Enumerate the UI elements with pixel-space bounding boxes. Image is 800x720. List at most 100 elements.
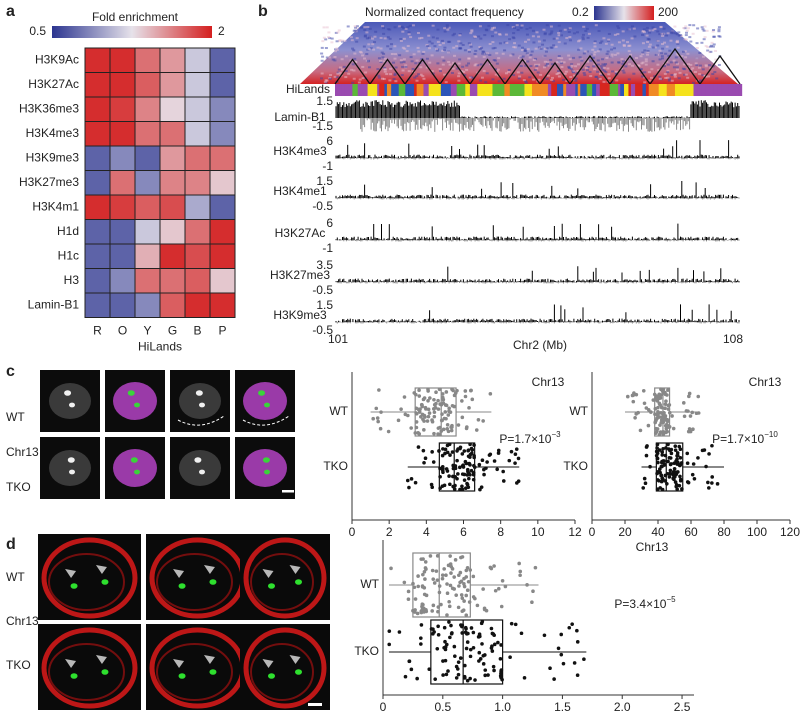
point [465,588,470,593]
x-tick-label: 8 [497,525,504,539]
hic-noise [614,70,618,73]
point [673,448,678,452]
hic-noise [712,43,716,46]
point [413,431,418,435]
point [440,412,444,416]
hic-noise [331,58,335,61]
hic-noise [586,65,590,68]
hic-noise [646,49,650,52]
hic-noise [563,28,567,31]
point [416,584,421,589]
hic-noise [479,37,483,40]
hic-noise [621,63,625,66]
point [434,390,438,395]
scale-bar [308,703,322,706]
hic-noise [532,78,536,81]
hic-noise [643,71,647,74]
point [715,482,720,486]
hic-noise [344,76,348,79]
hic-noise [545,24,549,27]
track-max: 6 [326,134,333,148]
hilands-segment [556,84,564,96]
hic-noise [334,50,338,53]
hic-noise [458,58,462,61]
point [631,393,636,398]
heatmap-cell [159,47,186,73]
hic-noise [476,64,480,67]
hic-noise [322,26,326,29]
point [399,407,403,411]
hic-noise [381,27,385,30]
point [422,610,426,614]
hic-noise [488,53,492,56]
point [430,568,435,573]
point [664,399,668,403]
point [659,479,664,484]
spot [69,402,75,408]
hilands-segment [460,84,463,96]
hic-noise [570,63,574,66]
hic-noise [515,24,519,27]
row-label: TKO [6,480,31,494]
point [456,605,461,610]
heatmap-cell [184,121,211,147]
hic-noise [569,66,573,69]
point [685,451,690,456]
hic-noise [383,66,387,69]
hic-noise [525,33,529,36]
hic-noise [568,27,572,30]
hic-noise [661,35,665,38]
hic-noise [605,56,609,59]
hic-noise [688,36,692,39]
point [454,593,459,597]
hic-noise [451,67,455,70]
hic-noise [459,42,463,45]
heatmap-cell [134,170,161,196]
hic-noise [523,40,527,43]
spot [64,390,72,396]
point [673,444,678,448]
point [477,462,482,467]
hic-noise [335,47,339,50]
point [424,593,429,598]
hic-noise [534,63,538,66]
hic-noise [507,70,511,73]
point [455,667,460,671]
hic-noise [516,28,520,31]
point [488,392,493,396]
heatmap-cell [134,145,161,171]
hic-noise [658,58,662,61]
hilands-segment [717,84,722,96]
hilands-segment [384,84,388,96]
hic-noise [536,71,540,74]
point [682,414,687,419]
hilands-segment [628,84,632,96]
point [503,584,508,589]
point [423,456,428,460]
hic-noise [535,31,539,34]
hic-noise [534,57,538,60]
point [463,630,468,635]
arrowhead [289,655,301,664]
point [396,418,401,423]
spot [101,579,109,585]
point [513,461,517,465]
hic-noise [407,33,411,36]
hic-noise [661,47,665,50]
hic-noise [517,44,521,47]
point [655,487,660,491]
hic-noise [621,30,625,33]
hic-noise [513,46,517,49]
hic-noise [344,55,348,58]
track-min: -0.5 [312,199,333,213]
x-tick-label: 10 [531,525,545,539]
hic-noise [664,52,668,55]
hic-noise [421,75,425,78]
hic-noise [589,75,593,78]
hic-noise [569,67,573,70]
hic-noise [393,72,397,75]
point [482,472,486,477]
hic-noise [596,59,600,62]
hic-noise [572,70,576,73]
hic-noise [420,36,424,39]
